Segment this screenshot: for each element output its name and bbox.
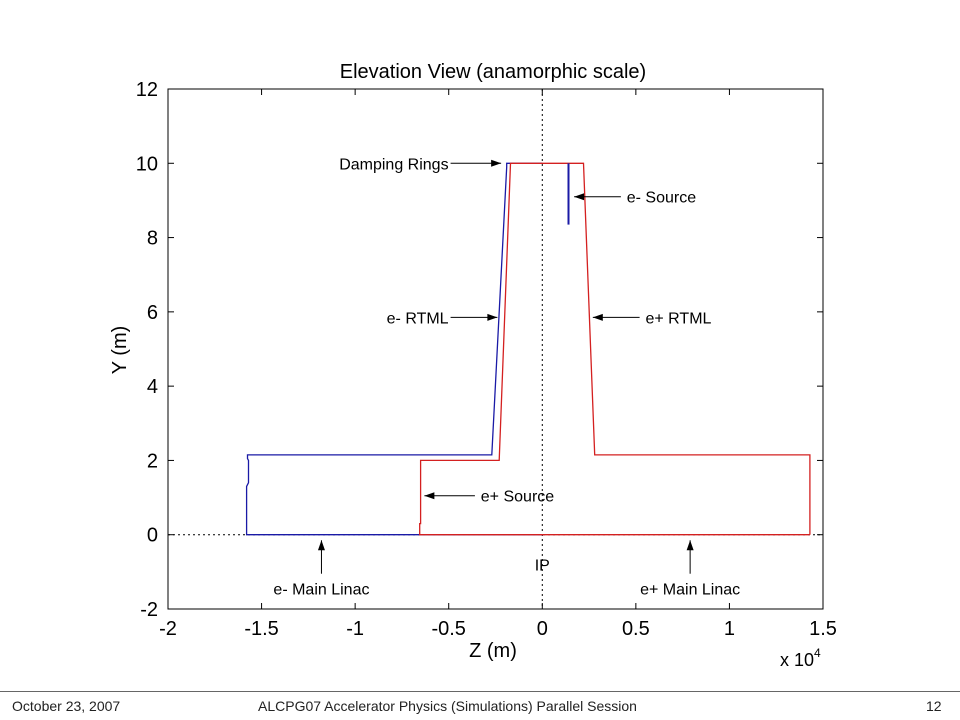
y-tick-label: 10 — [136, 153, 158, 175]
x-axis-multiplier-base: x 10 — [780, 650, 814, 670]
x-tick-label: -1.5 — [244, 618, 278, 640]
footer-divider — [0, 691, 960, 692]
annotation-arrowhead-e-main-linac — [317, 540, 325, 551]
y-tick-label: 2 — [147, 450, 158, 472]
y-tick-label: 4 — [147, 376, 158, 398]
x-axis-multiplier-exponent: 4 — [814, 646, 821, 660]
y-tick-label: 6 — [147, 302, 158, 324]
x-tick-label: -2 — [159, 618, 177, 640]
annotation-e-source: e+ Source — [481, 489, 554, 506]
annotation-damping-rings: Damping Rings — [339, 156, 448, 173]
y-tick-label: 8 — [147, 228, 158, 250]
annotation-e-source: e- Source — [627, 190, 696, 207]
annotation-e-rtml: e+ RTML — [645, 310, 711, 327]
series-layer — [245, 162, 811, 536]
x-tick-label: 1 — [724, 618, 735, 640]
reference-lines — [168, 89, 823, 609]
x-tick-label: 0 — [537, 618, 548, 640]
annotation-ip: IP — [535, 557, 550, 574]
x-tick-label: -1 — [346, 618, 364, 640]
annotation-arrowhead-e-rtml — [487, 313, 498, 321]
elevation-chart: Elevation View (anamorphic scale) Z (m) … — [109, 61, 837, 670]
annotation-arrowhead-e-source — [574, 193, 585, 201]
series-line-2 — [419, 162, 811, 536]
axis-ticks: -2 -1.5 -1 -0.5 0 0.5 1 1.5 -2 0 2 4 6 8 10 12 — [136, 79, 837, 640]
y-tick-label: 0 — [147, 525, 158, 547]
x-axis-multiplier: x 104 — [780, 646, 821, 670]
annotation-arrowhead-e-source — [424, 492, 435, 500]
footer-session: ALCPG07 Accelerator Physics (Simulations… — [258, 698, 637, 714]
annotation-e-rtml: e- RTML — [387, 310, 449, 327]
annotation-arrowhead-e-main-linac — [686, 540, 694, 551]
annotation-arrowhead-damping-rings — [491, 159, 502, 167]
chart-title: Elevation View (anamorphic scale) — [340, 61, 646, 83]
series-line-1 — [245, 162, 543, 536]
footer-page-number: 12 — [926, 698, 942, 714]
annotation-arrowhead-e-rtml — [592, 313, 603, 321]
footer-date: October 23, 2007 — [12, 698, 121, 714]
x-tick-label: 0.5 — [622, 618, 650, 640]
y-tick-label: -2 — [140, 599, 158, 621]
y-axis-label: Y (m) — [109, 326, 131, 375]
x-tick-label: 1.5 — [809, 618, 837, 640]
x-tick-label: -0.5 — [431, 618, 465, 640]
annotation-e-main-linac: e+ Main Linac — [640, 582, 740, 599]
annotations-layer: Damping Rings e- Source e- RTML e+ RTML e+ S… — [273, 156, 740, 598]
plot-frame — [167, 88, 824, 610]
annotation-e-main-linac: e- Main Linac — [273, 582, 369, 599]
y-tick-label: 12 — [136, 79, 158, 101]
x-axis-label: Z (m) — [469, 640, 517, 662]
